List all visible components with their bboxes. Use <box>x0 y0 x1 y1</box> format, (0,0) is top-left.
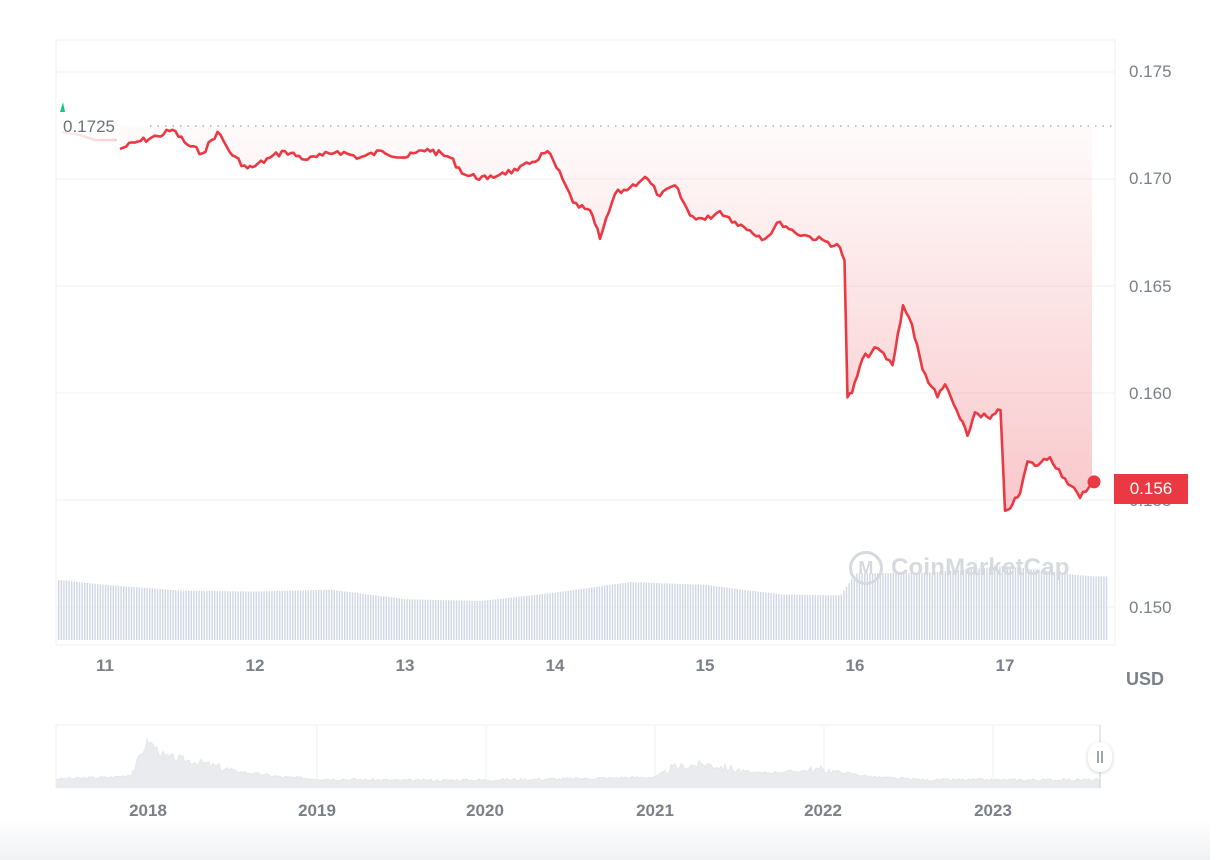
plot-frame <box>55 39 1116 646</box>
up-indicator-icon <box>60 102 65 112</box>
navigator-year-label: 2022 <box>804 801 842 820</box>
x-tick-label: 16 <box>845 656 865 675</box>
bottom-fade <box>0 820 1210 860</box>
coinmarketcap-logo-icon: M <box>849 551 883 585</box>
current-price-dot <box>1087 475 1101 489</box>
grip-icon <box>1097 751 1099 763</box>
grip-icon <box>1101 751 1103 763</box>
faded-line-start <box>61 130 117 142</box>
y-tick-label: 0.165 <box>1129 277 1172 296</box>
navigator-year-label: 2019 <box>298 801 336 820</box>
y-tick-label: 0.170 <box>1129 169 1172 188</box>
watermark-text: CoinMarketCap <box>891 554 1070 581</box>
navigator-year-label: 2018 <box>129 801 167 820</box>
navigator-range-handle[interactable] <box>1088 742 1112 772</box>
x-tick-label: 17 <box>995 656 1015 675</box>
y-tick-label: 0.160 <box>1129 384 1172 403</box>
x-tick-label: 15 <box>695 656 715 675</box>
watermark: M CoinMarketCap <box>849 548 1070 588</box>
navigator-year-label: 2023 <box>974 801 1012 820</box>
reference-price-label: 0.1725 <box>63 117 115 136</box>
current-price-badge: 0.156 <box>1114 474 1188 504</box>
price-area <box>120 125 1092 511</box>
x-tick-label: 11 <box>96 656 114 675</box>
navigator-year-label: 2021 <box>636 801 674 820</box>
x-tick-label: 14 <box>545 656 565 675</box>
volume-bars <box>58 565 1108 640</box>
x-tick-label: 12 <box>245 656 265 675</box>
y-tick-label: 0.175 <box>1129 62 1172 81</box>
price-line <box>119 128 1101 512</box>
navigator-area <box>56 737 1100 788</box>
y-tick-label: 0.150 <box>1129 598 1172 617</box>
currency-label: USD <box>1126 669 1165 689</box>
navigator-year-label: 2020 <box>466 801 504 820</box>
x-tick-label: 13 <box>395 656 415 675</box>
